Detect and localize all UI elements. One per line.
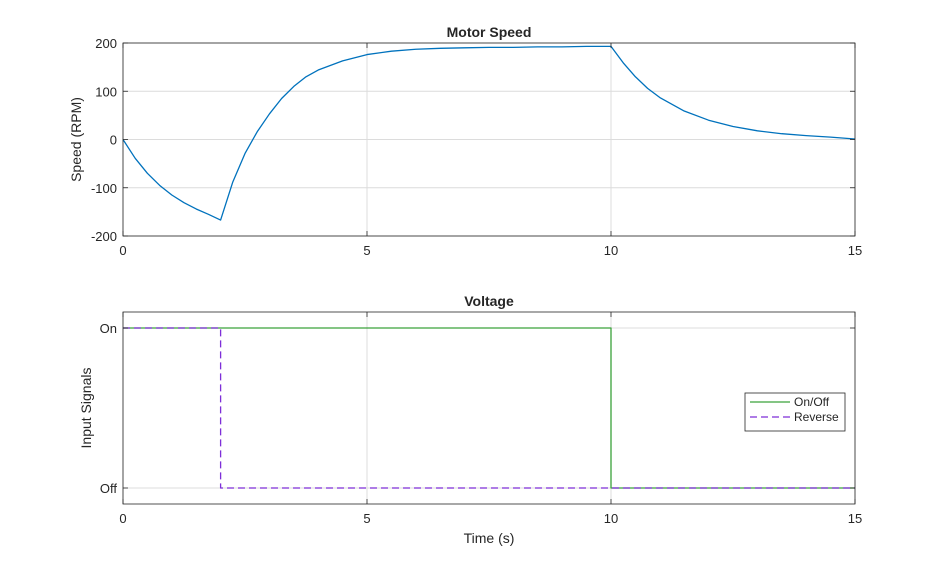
legend-entry-0: On/Off bbox=[794, 395, 830, 409]
speed-x-tick-label: 5 bbox=[363, 243, 370, 258]
speed-chart-title: Motor Speed bbox=[447, 24, 532, 40]
voltage-y-tick-label: Off bbox=[100, 481, 117, 496]
speed-x-tick-label: 15 bbox=[848, 243, 862, 258]
voltage-plot-area bbox=[123, 312, 855, 504]
speed-x-tick-label: 10 bbox=[604, 243, 618, 258]
speed-y-axis-label: Speed (RPM) bbox=[68, 97, 84, 182]
voltage-series-line-1 bbox=[123, 327, 855, 489]
voltage-axes-box bbox=[122, 311, 856, 505]
voltage-x-axis-label: Time (s) bbox=[464, 530, 515, 546]
voltage-x-tick-label: 5 bbox=[363, 511, 370, 526]
speed-y-tick-label: 100 bbox=[95, 84, 117, 99]
speed-y-tick-label: -200 bbox=[91, 229, 117, 244]
voltage-y-axis-label: Input Signals bbox=[78, 368, 94, 449]
voltage-x-tick-label: 15 bbox=[848, 511, 862, 526]
voltage-y-tick-label: On bbox=[100, 321, 117, 336]
legend-entry-1: Reverse bbox=[794, 410, 839, 424]
voltage-chart-title: Voltage bbox=[464, 293, 514, 309]
speed-y-tick-label: 200 bbox=[95, 36, 117, 51]
voltage-x-tick-label: 10 bbox=[604, 511, 618, 526]
motor-speed-axes: 0 5 10 15 -200 -100 0 100 200 Motor Speed Speed (R… bbox=[68, 24, 862, 258]
voltage-axes: 0 5 10 15 Off On Voltage Input Signals Time (s) O… bbox=[78, 293, 862, 546]
voltage-legend-box bbox=[744, 392, 846, 432]
speed-y-tick-label: -100 bbox=[91, 181, 117, 196]
voltage-x-tick-label: 0 bbox=[119, 511, 126, 526]
speed-y-tick-label: 0 bbox=[110, 133, 117, 148]
speed-series-line-0 bbox=[122, 45, 856, 221]
speed-x-tick-label: 0 bbox=[119, 243, 126, 258]
